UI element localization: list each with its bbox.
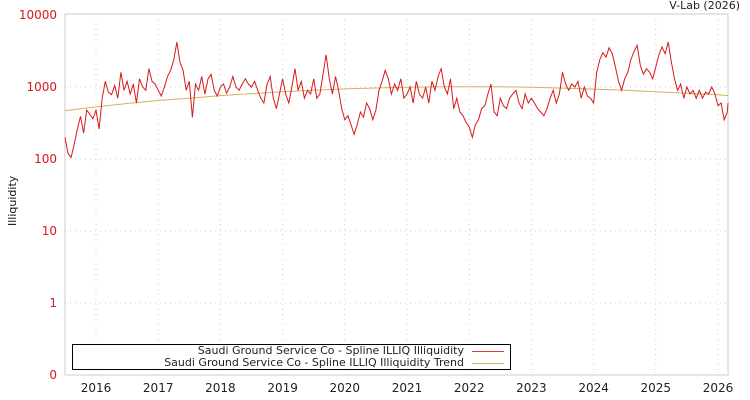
y-tick-label: 10 <box>42 224 57 238</box>
legend-swatch-gold <box>472 362 504 364</box>
source-credit: V-Lab (2026) <box>669 0 740 12</box>
legend-item-illiquidity: Saudi Ground Service Co - Spline ILLIQ I… <box>198 345 504 357</box>
x-tick-label: 2021 <box>392 381 423 395</box>
legend-item-trend: Saudi Ground Service Co - Spline ILLIQ I… <box>164 357 504 369</box>
legend-label: Saudi Ground Service Co - Spline ILLIQ I… <box>197 344 464 357</box>
trend-series-line <box>64 86 729 112</box>
x-tick-label: 2022 <box>454 381 485 395</box>
x-tick-label: 2024 <box>578 381 609 395</box>
gridlines <box>65 14 728 375</box>
x-tick-label: 2023 <box>516 381 547 395</box>
x-tick-label: 2016 <box>81 381 112 395</box>
y-tick-label: 1000 <box>26 80 57 94</box>
plot-area <box>64 13 729 376</box>
x-tick-label: 2017 <box>143 381 174 395</box>
legend-swatch-red <box>472 350 504 352</box>
y-tick-label: 1 <box>49 296 57 310</box>
x-tick-label: 2020 <box>330 381 361 395</box>
y-axis-label: Illiquidity <box>6 175 19 226</box>
x-tick-label: 2025 <box>641 381 672 395</box>
legend: Saudi Ground Service Co - Spline ILLIQ I… <box>72 344 511 370</box>
x-axis-ticks: 2016 2017 2018 2019 2020 2021 2022 2023 2024 2025… <box>81 381 734 395</box>
legend-label: Saudi Ground Service Co - Spline ILLIQ I… <box>164 356 464 369</box>
y-tick-label: 0 <box>49 368 57 382</box>
x-tick-label: 2018 <box>205 381 236 395</box>
x-tick-label: 2026 <box>703 381 734 395</box>
y-tick-label: 10000 <box>19 8 57 22</box>
y-tick-label: 100 <box>34 152 57 166</box>
x-tick-label: 2019 <box>267 381 298 395</box>
illiquidity-series-line <box>64 41 729 159</box>
